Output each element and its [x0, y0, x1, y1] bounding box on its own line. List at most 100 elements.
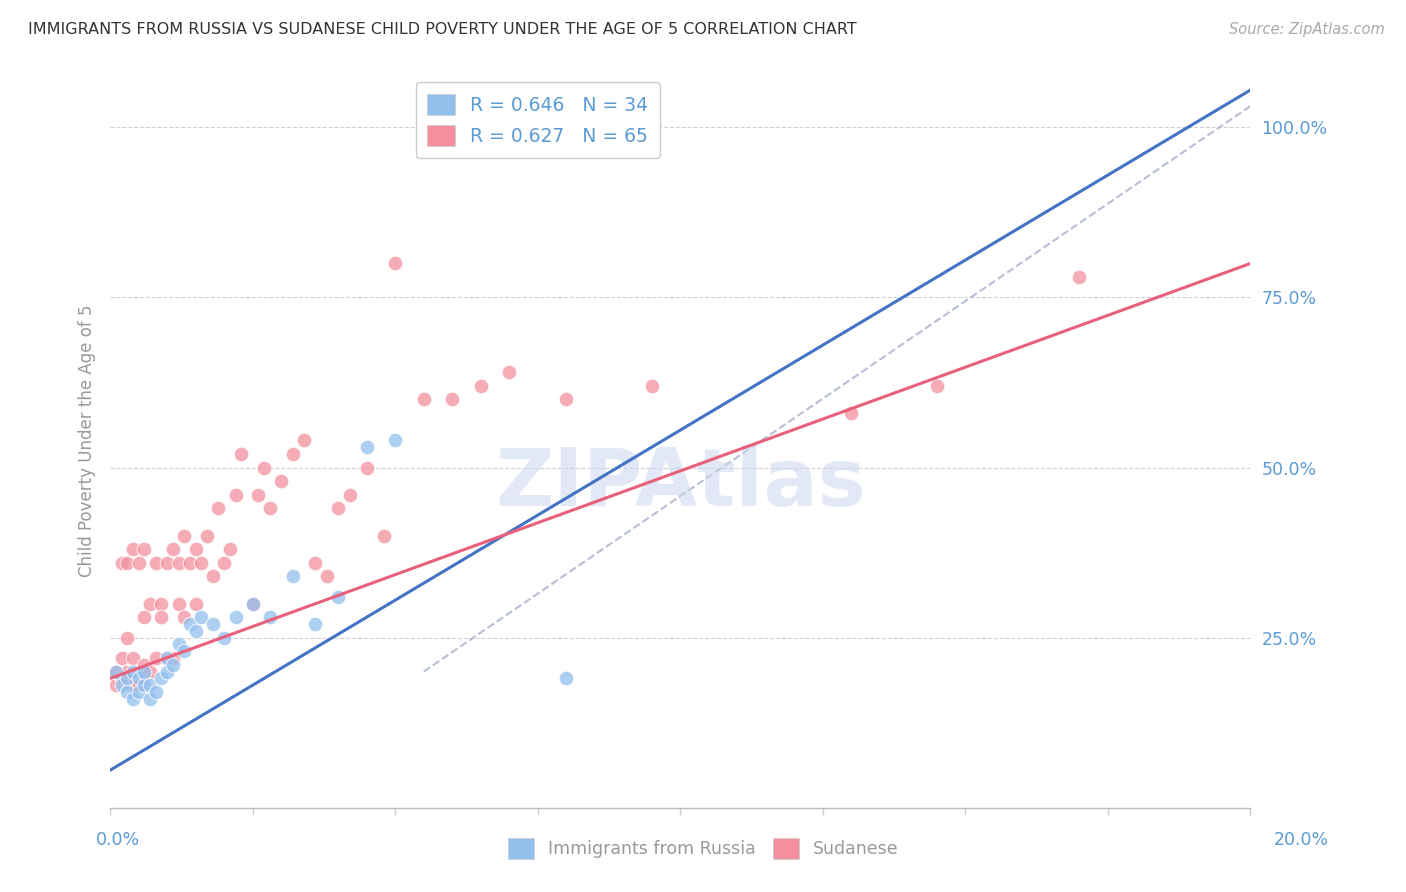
Point [373, 528, 395, 542]
Point [219, 542, 242, 557]
Point [104, 665, 127, 679]
Point [179, 617, 201, 632]
Point [128, 685, 150, 699]
Point [145, 651, 167, 665]
Point [184, 597, 207, 611]
Point [162, 657, 184, 672]
Point [212, 631, 235, 645]
Point [104, 665, 127, 679]
Point [122, 678, 145, 692]
Point [1069, 270, 1091, 285]
Point [384, 434, 406, 448]
Text: IMMIGRANTS FROM RUSSIA VS SUDANESE CHILD POVERTY UNDER THE AGE OF 5 CORRELATION : IMMIGRANTS FROM RUSSIA VS SUDANESE CHILD… [28, 22, 856, 37]
Point [304, 617, 326, 632]
Point [122, 542, 145, 557]
Point [179, 556, 201, 570]
Text: ZIPAtlas: ZIPAtlas [495, 445, 866, 524]
Point [567, 120, 589, 135]
Point [139, 691, 162, 706]
Point [150, 597, 173, 611]
Point [156, 556, 179, 570]
Point [156, 665, 179, 679]
Point [328, 590, 350, 604]
Point [253, 460, 276, 475]
Point [242, 597, 264, 611]
Point [145, 685, 167, 699]
Point [128, 678, 150, 692]
Text: 20.0%: 20.0% [1274, 831, 1329, 849]
Point [339, 488, 361, 502]
Point [412, 392, 434, 407]
Point [201, 569, 224, 583]
Point [139, 597, 162, 611]
Point [292, 434, 315, 448]
Point [195, 528, 218, 542]
Point [212, 556, 235, 570]
Point [110, 672, 132, 686]
Point [117, 631, 139, 645]
Point [281, 447, 304, 461]
Point [498, 365, 520, 379]
Point [156, 651, 179, 665]
Point [190, 610, 212, 624]
Point [134, 665, 156, 679]
Point [122, 651, 145, 665]
Point [259, 501, 281, 516]
Point [441, 392, 464, 407]
Point [134, 678, 156, 692]
Point [117, 672, 139, 686]
Point [925, 379, 948, 393]
Point [162, 651, 184, 665]
Point [117, 685, 139, 699]
Point [356, 460, 378, 475]
Point [242, 597, 264, 611]
Text: Source: ZipAtlas.com: Source: ZipAtlas.com [1229, 22, 1385, 37]
Point [167, 637, 190, 651]
Point [328, 501, 350, 516]
Point [150, 610, 173, 624]
Point [117, 556, 139, 570]
Point [190, 556, 212, 570]
Point [167, 597, 190, 611]
Point [259, 610, 281, 624]
Point [117, 665, 139, 679]
Point [225, 610, 247, 624]
Point [356, 440, 378, 454]
Legend: Immigrants from Russia, Sudanese: Immigrants from Russia, Sudanese [501, 831, 905, 865]
Point [555, 672, 578, 686]
Point [110, 556, 132, 570]
Point [110, 678, 132, 692]
Point [128, 672, 150, 686]
Point [162, 542, 184, 557]
Point [270, 474, 292, 488]
Point [201, 617, 224, 632]
Point [122, 691, 145, 706]
Y-axis label: Child Poverty Under the Age of 5: Child Poverty Under the Age of 5 [79, 304, 96, 576]
Point [281, 569, 304, 583]
Point [641, 379, 664, 393]
Point [470, 379, 492, 393]
Point [173, 610, 195, 624]
Point [145, 556, 167, 570]
Point [207, 501, 229, 516]
Point [139, 678, 162, 692]
Point [139, 665, 162, 679]
Point [304, 556, 326, 570]
Point [134, 610, 156, 624]
Point [555, 392, 578, 407]
Point [247, 488, 270, 502]
Point [122, 665, 145, 679]
Point [184, 624, 207, 638]
Point [156, 651, 179, 665]
Point [841, 406, 863, 420]
Point [315, 569, 337, 583]
Point [110, 651, 132, 665]
Text: 0.0%: 0.0% [96, 831, 139, 849]
Point [134, 542, 156, 557]
Point [128, 556, 150, 570]
Point [128, 665, 150, 679]
Legend: R = 0.646   N = 34, R = 0.627   N = 65: R = 0.646 N = 34, R = 0.627 N = 65 [416, 82, 659, 158]
Point [225, 488, 247, 502]
Point [173, 644, 195, 658]
Point [104, 678, 127, 692]
